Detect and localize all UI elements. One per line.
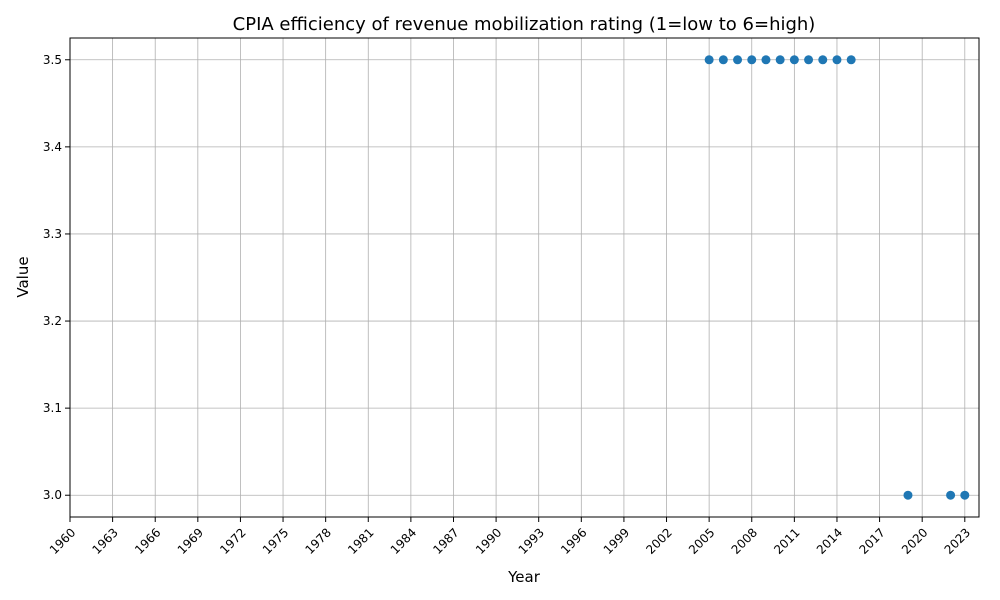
data-point [761, 55, 771, 65]
plot-frame [69, 37, 980, 518]
data-point [903, 490, 913, 500]
x-tick-label: 2020 [899, 525, 930, 556]
x-tick-label: 1996 [558, 525, 589, 556]
y-tick-label: 3.5 [43, 53, 62, 67]
x-tick-label: 1975 [260, 525, 291, 556]
data-point [747, 55, 757, 65]
x-tick-label: 1981 [345, 525, 376, 556]
y-tick-label: 3.1 [43, 401, 62, 415]
data-point [846, 55, 856, 65]
chart-title: CPIA efficiency of revenue mobilization … [233, 14, 816, 35]
data-points [704, 55, 970, 500]
grid [69, 38, 979, 517]
x-tick-label: 2014 [814, 525, 845, 556]
data-point [704, 55, 714, 65]
x-tick-label: 1990 [473, 525, 504, 556]
x-tick-label: 1987 [430, 525, 461, 556]
x-tick-label: 1999 [601, 525, 632, 556]
data-point [818, 55, 828, 65]
data-point [789, 55, 799, 65]
y-tick-label: 3.2 [43, 314, 62, 328]
y-tick-label: 3.3 [43, 227, 62, 241]
x-tick-label: 1978 [302, 525, 333, 556]
x-tick-label: 2005 [686, 525, 717, 556]
data-point [960, 490, 970, 500]
x-tick-label: 2017 [856, 525, 887, 556]
x-tick-label: 1972 [217, 525, 248, 556]
axis-ticks: 1960 1963 1966 1969 1972 1975 1978 1981 1984 1987… [43, 53, 973, 557]
x-tick-label: 2008 [729, 525, 760, 556]
x-tick-label: 2023 [942, 525, 973, 556]
data-point [718, 55, 728, 65]
x-tick-label: 1960 [47, 525, 78, 556]
x-tick-label: 1963 [89, 525, 120, 556]
x-tick-label: 1984 [388, 525, 419, 556]
data-point [946, 490, 956, 500]
data-point [775, 55, 785, 65]
x-tick-label: 1966 [132, 525, 163, 556]
data-point [832, 55, 842, 65]
y-tick-label: 3.4 [43, 140, 62, 154]
data-point [733, 55, 743, 65]
x-tick-label: 2011 [771, 525, 802, 556]
y-tick-label: 3.0 [43, 488, 62, 502]
y-axis-title: Value [14, 256, 32, 297]
x-tick-label: 1993 [516, 525, 547, 556]
x-tick-label: 2002 [643, 525, 674, 556]
x-tick-label: 1969 [175, 525, 206, 556]
data-point [804, 55, 814, 65]
x-axis-title: Year [507, 568, 541, 586]
